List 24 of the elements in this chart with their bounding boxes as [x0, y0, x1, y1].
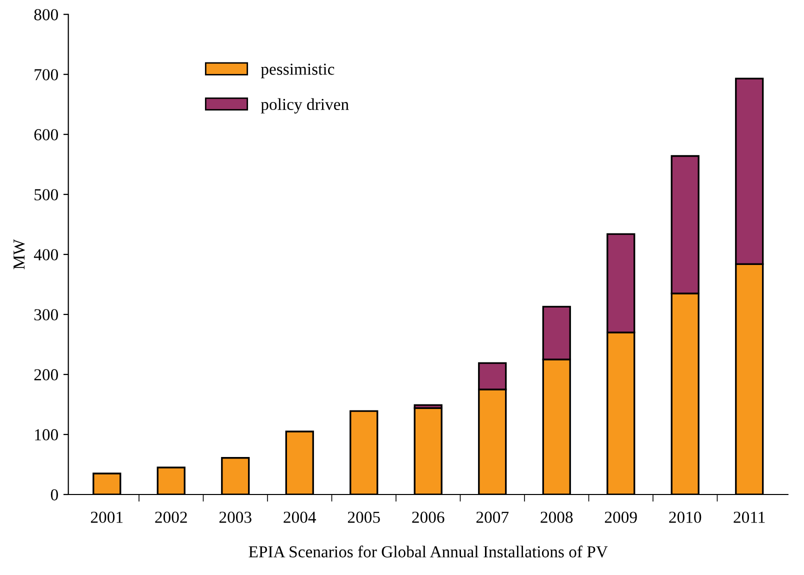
- y-tick-label: 200: [34, 369, 58, 380]
- x-tick-label: 2006: [412, 512, 444, 523]
- y-tick-label: 0: [50, 489, 58, 500]
- x-tick-label: 2002: [155, 512, 187, 523]
- x-tick-label: 2008: [540, 512, 573, 523]
- y-tick-label: 600: [34, 129, 58, 140]
- x-tick-label: 2001: [90, 512, 123, 523]
- legend-label: pessimistic: [260, 64, 334, 78]
- x-tick-label: 2009: [604, 512, 637, 523]
- y-tick-label: 400: [34, 249, 58, 260]
- y-tick-label: 700: [34, 69, 58, 80]
- x-tick-label: 2005: [348, 512, 380, 523]
- x-axis-title: EPIA Scenarios for Global Annual Installations of PV: [248, 546, 608, 558]
- x-tick-label: 2004: [284, 512, 316, 523]
- y-tick-label: 500: [34, 189, 58, 200]
- y-tick-label: 800: [34, 9, 58, 20]
- y-axis-title: MW: [14, 239, 25, 270]
- x-tick-label: 2010: [669, 512, 702, 523]
- legend-label: policy driven: [260, 98, 349, 114]
- x-tick-label: 2011: [734, 512, 765, 523]
- x-tick-label: 2003: [219, 512, 252, 523]
- y-tick-label: 300: [34, 309, 58, 320]
- x-tick-label: 2007: [476, 512, 509, 523]
- y-tick-label: 100: [35, 429, 58, 440]
